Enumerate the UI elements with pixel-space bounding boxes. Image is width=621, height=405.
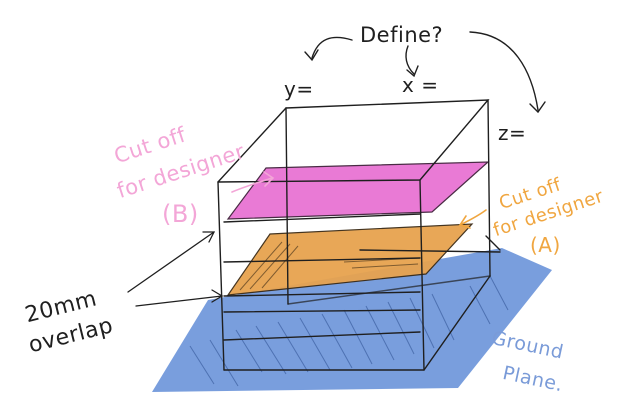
overlap-note: 20mm overlap [23,286,116,358]
define-label: Define? [360,23,443,47]
x-axis-label: x = [402,73,438,97]
ground-line1: Ground [490,327,566,364]
arrow-orange [458,209,487,229]
ground-line2: Plane. [501,362,565,396]
wireframe-box [217,99,501,371]
ground-plane-note: Ground Plane. [490,327,566,396]
cut-off-b-tag: (B) [162,200,199,228]
y-axis-label: y= [284,77,314,101]
overlap-arrows [127,231,224,307]
define-arrows [304,31,546,114]
cut-off-a-tag: (A) [530,233,561,257]
cut-off-a-note: Cut off for designer [491,174,607,241]
z-axis-label: z= [498,121,526,145]
cut-off-b-note: Cut off for designer [111,122,248,203]
slab-b-pink [226,161,490,220]
arrow-pink [231,171,275,193]
